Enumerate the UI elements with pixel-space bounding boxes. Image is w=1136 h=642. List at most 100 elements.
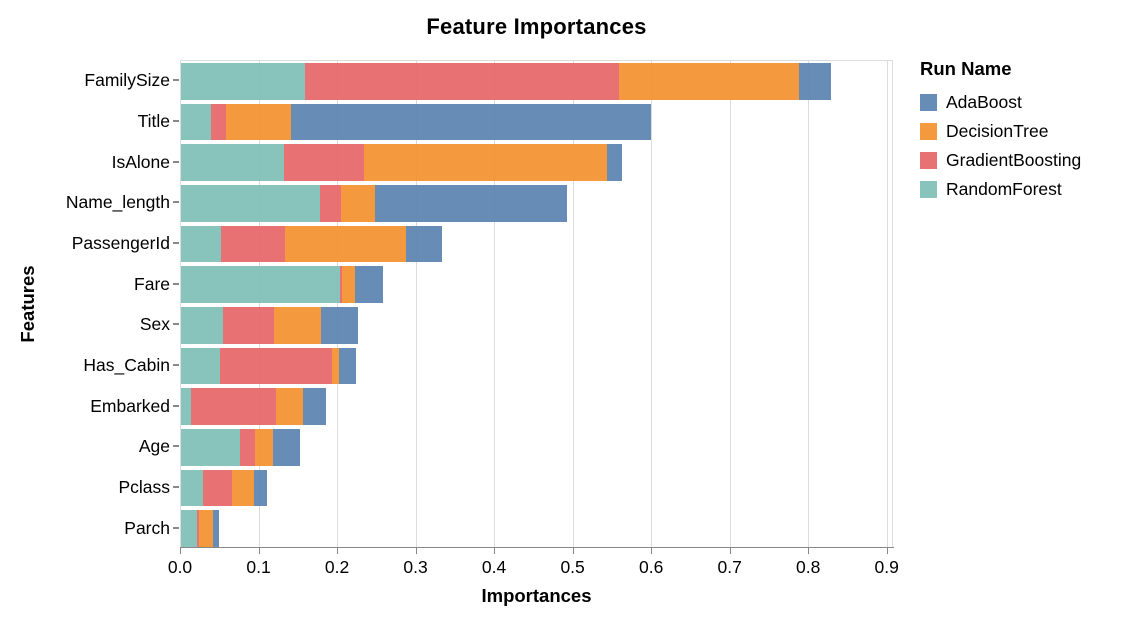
y-category-label: IsAlone xyxy=(111,151,170,172)
bar-segment-parch-randomforest xyxy=(181,510,198,547)
y-tick xyxy=(173,120,179,122)
bar-segment-fare-adaboost xyxy=(355,266,383,303)
y-tick xyxy=(173,323,179,326)
legend-label: AdaBoost xyxy=(946,92,1022,112)
x-axis-title: Importances xyxy=(481,585,592,606)
gridline xyxy=(729,61,731,547)
gridline xyxy=(258,61,260,547)
x-tick xyxy=(494,548,496,554)
y-category-label: Fare xyxy=(134,273,170,294)
bar-segment-passengerid-gradientboosting xyxy=(221,225,286,263)
bar-segment-isalone-gradientboosting xyxy=(283,144,364,181)
y-category-label: FamilySize xyxy=(84,70,170,91)
bar-segment-fare-decisiontree xyxy=(341,266,356,303)
bar-segment-fare-gradientboosting xyxy=(339,266,342,303)
bar-segment-age-decisiontree xyxy=(254,429,273,466)
x-tick xyxy=(572,548,574,554)
gridline xyxy=(494,61,496,547)
bar-segment-embarked-adaboost xyxy=(302,388,327,425)
bar-segment-familysize-decisiontree xyxy=(619,63,799,100)
gridline xyxy=(337,61,339,547)
legend-label: DecisionTree xyxy=(946,121,1049,141)
bar-segment-pclass-decisiontree xyxy=(232,469,255,507)
legend-entry-randomforest: RandomForest xyxy=(920,179,1130,200)
y-category-label: Embarked xyxy=(90,395,170,416)
y-tick xyxy=(173,404,179,407)
bar-segment-isalone-adaboost xyxy=(607,144,622,181)
bar-segment-familysize-randomforest xyxy=(181,63,306,100)
legend-swatch xyxy=(920,94,937,111)
bar-segment-fare-randomforest xyxy=(181,266,340,303)
legend-label: GradientBoosting xyxy=(946,150,1082,170)
y-category-label: Has_Cabin xyxy=(83,355,170,375)
bar-segment-pclass-randomforest xyxy=(181,469,203,507)
bar-segment-has_cabin-decisiontree xyxy=(331,347,339,385)
gridline xyxy=(572,61,574,547)
x-tick xyxy=(337,548,339,554)
legend-entry-adaboost: AdaBoost xyxy=(920,92,1130,113)
x-tick-label: 0.4 xyxy=(481,557,507,577)
bar-segment-title-randomforest xyxy=(181,103,211,141)
x-tick xyxy=(180,548,181,554)
bar-segment-passengerid-decisiontree xyxy=(285,225,407,263)
x-tick xyxy=(415,548,417,554)
y-tick xyxy=(173,201,179,204)
bar-segment-parch-adaboost xyxy=(213,510,219,547)
bar-segment-title-decisiontree xyxy=(225,103,291,141)
legend-label: RandomForest xyxy=(946,179,1062,199)
x-tick xyxy=(808,548,810,554)
bar-segment-parch-gradientboosting xyxy=(197,510,200,547)
gridline xyxy=(808,61,810,547)
legend-swatch xyxy=(920,181,937,198)
bar-segment-embarked-randomforest xyxy=(181,388,192,425)
x-axis-line xyxy=(180,547,894,548)
gridline xyxy=(886,61,888,547)
y-tick xyxy=(173,486,179,488)
bar-segment-title-gradientboosting xyxy=(210,103,226,141)
legend-entry-decisiontree: DecisionTree xyxy=(920,121,1130,142)
bar-segment-age-gradientboosting xyxy=(239,429,255,466)
x-tick xyxy=(886,548,888,554)
y-category-label: Age xyxy=(138,436,170,457)
y-category-label: Name_length xyxy=(65,192,170,213)
bar-segment-parch-decisiontree xyxy=(199,510,214,547)
bar-segment-sex-adaboost xyxy=(320,307,359,344)
bar-segment-embarked-gradientboosting xyxy=(191,388,276,425)
y-category-label: Title xyxy=(137,111,170,131)
bar-segment-familysize-adaboost xyxy=(798,63,832,100)
bar-segment-title-adaboost xyxy=(290,103,651,141)
bar-segment-age-adaboost xyxy=(272,429,300,466)
legend-swatch xyxy=(920,123,937,140)
legend-entries: AdaBoost DecisionTree GradientBoosting Rand… xyxy=(920,92,1130,200)
bar-segment-sex-decisiontree xyxy=(274,307,321,344)
bar-segment-embarked-decisiontree xyxy=(276,388,303,425)
bar-segment-sex-gradientboosting xyxy=(223,307,275,344)
y-tick xyxy=(173,282,179,285)
x-tick xyxy=(729,548,731,554)
bar-segment-age-randomforest xyxy=(181,429,240,466)
bar-segment-isalone-decisiontree xyxy=(363,144,608,181)
y-category-label: Sex xyxy=(139,314,170,335)
bar-segment-has_cabin-adaboost xyxy=(338,347,357,385)
bar-segment-name_length-gradientboosting xyxy=(319,185,342,222)
bar-segment-name_length-decisiontree xyxy=(341,185,375,222)
x-tick-label: 0.5 xyxy=(560,557,585,577)
x-tick-label: 0.8 xyxy=(796,557,821,577)
y-category-label: Pclass xyxy=(118,477,170,497)
legend-entry-gradientboosting: GradientBoosting xyxy=(920,150,1130,171)
y-tick xyxy=(173,364,179,366)
x-tick-label: 0.0 xyxy=(167,557,193,577)
gridline xyxy=(651,61,653,547)
y-category-label: Parch xyxy=(124,517,170,538)
bar-segment-sex-randomforest xyxy=(181,307,224,344)
y-tick xyxy=(173,526,179,529)
gridline xyxy=(415,61,417,547)
bar-segment-familysize-gradientboosting xyxy=(305,63,620,100)
bar-segment-has_cabin-gradientboosting xyxy=(220,347,332,385)
bar-segment-name_length-randomforest xyxy=(181,185,320,222)
x-tick xyxy=(651,548,653,554)
bar-segment-passengerid-adaboost xyxy=(406,225,442,263)
legend-title: Run Name xyxy=(920,58,1012,79)
y-tick xyxy=(173,79,179,82)
